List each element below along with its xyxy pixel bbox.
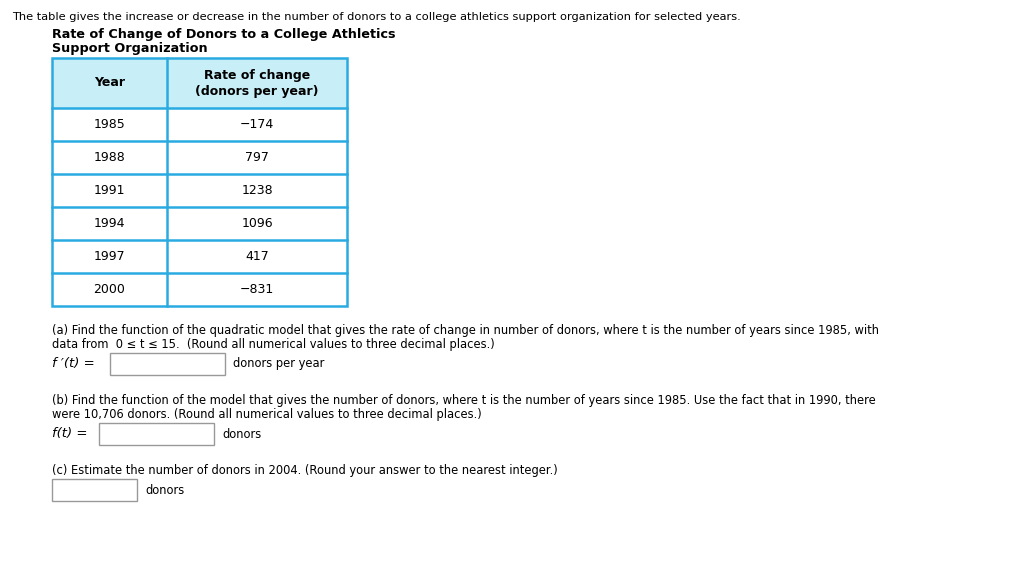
Text: −174: −174: [240, 118, 274, 131]
Text: 1994: 1994: [94, 217, 125, 230]
Text: The table gives the increase or decrease in the number of donors to a college at: The table gives the increase or decrease…: [12, 12, 741, 22]
Text: f(t) =: f(t) =: [52, 428, 87, 440]
Text: Year: Year: [94, 76, 125, 90]
Text: Support Organization: Support Organization: [52, 42, 208, 55]
Text: 1991: 1991: [94, 184, 125, 197]
Bar: [99, 423, 214, 445]
Bar: [52, 58, 347, 108]
Text: 797: 797: [245, 151, 269, 164]
Text: 1997: 1997: [94, 250, 125, 263]
Text: 417: 417: [245, 250, 269, 263]
Text: 1238: 1238: [242, 184, 272, 197]
Text: (b) Find the function of the model that gives the number of donors, where t is t: (b) Find the function of the model that …: [52, 394, 876, 407]
Text: 1988: 1988: [94, 151, 125, 164]
Text: data from  0 ≤ t ≤ 15.  (Round all numerical values to three decimal places.): data from 0 ≤ t ≤ 15. (Round all numeric…: [52, 338, 494, 351]
Text: −831: −831: [240, 283, 274, 296]
Bar: [110, 353, 225, 375]
Text: f ′(t) =: f ′(t) =: [52, 358, 95, 370]
Text: 1985: 1985: [94, 118, 125, 131]
Text: donors: donors: [222, 428, 261, 440]
Text: Rate of change
(donors per year): Rate of change (donors per year): [195, 68, 319, 98]
Text: were 10,706 donors. (Round all numerical values to three decimal places.): were 10,706 donors. (Round all numerical…: [52, 408, 482, 421]
Bar: [52, 58, 347, 306]
Bar: [52, 479, 137, 501]
Text: donors: donors: [145, 483, 184, 497]
Text: 2000: 2000: [94, 283, 125, 296]
Text: donors per year: donors per year: [233, 358, 325, 370]
Text: (c) Estimate the number of donors in 2004. (Round your answer to the nearest int: (c) Estimate the number of donors in 200…: [52, 464, 558, 477]
Text: 1096: 1096: [242, 217, 272, 230]
Text: (a) Find the function of the quadratic model that gives the rate of change in nu: (a) Find the function of the quadratic m…: [52, 324, 879, 337]
Text: Rate of Change of Donors to a College Athletics: Rate of Change of Donors to a College At…: [52, 28, 396, 41]
